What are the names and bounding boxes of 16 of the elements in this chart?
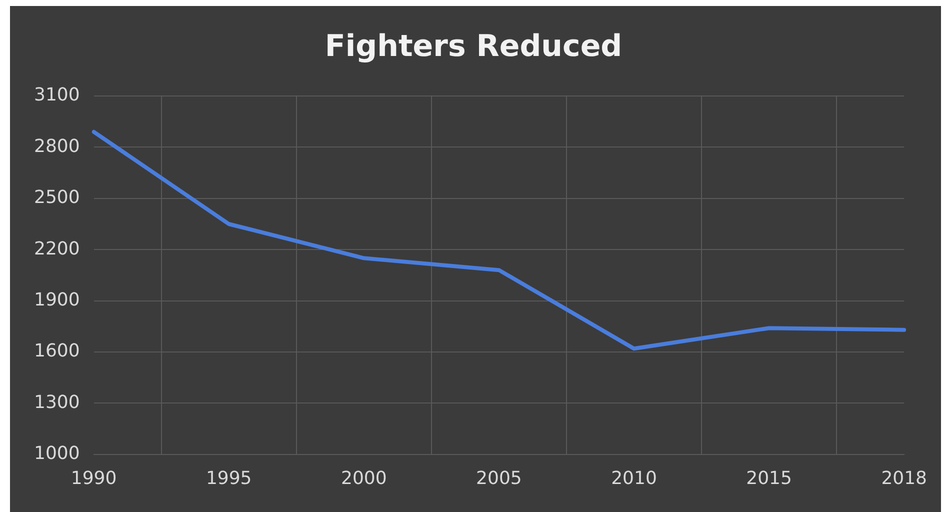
x-tick-label: 2000 <box>341 468 387 489</box>
y-tick-label: 2800 <box>34 136 80 157</box>
x-tick-label: 2018 <box>881 468 927 489</box>
y-tick-label: 1900 <box>34 289 80 310</box>
x-tick-label: 1995 <box>206 468 252 489</box>
x-tick-label: 1990 <box>70 468 117 489</box>
x-tick-label: 2005 <box>476 468 522 489</box>
y-tick-label: 2200 <box>34 238 80 260</box>
chart-title: Fighters Reduced <box>324 28 622 64</box>
y-tick-label: 1000 <box>34 443 80 464</box>
y-tick-label: 2500 <box>34 187 80 208</box>
y-tick-label: 3100 <box>34 84 80 106</box>
x-tick-label: 2015 <box>746 468 792 489</box>
x-tick-label: 2010 <box>611 468 657 489</box>
y-tick-label: 1300 <box>34 392 80 413</box>
y-tick-label: 1600 <box>34 340 80 362</box>
